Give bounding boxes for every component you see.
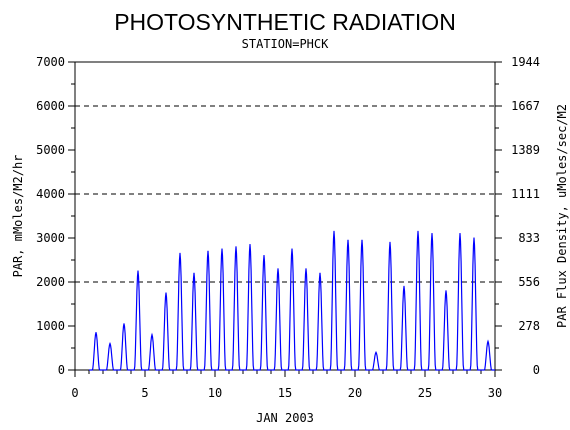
data-point — [179, 252, 181, 254]
data-point — [221, 248, 223, 250]
x-tick-label: 20 — [348, 386, 362, 400]
data-point — [95, 332, 97, 334]
data-point — [473, 237, 475, 239]
data-point — [165, 292, 167, 294]
chart-title: PHOTOSYNTHETIC RADIATION — [114, 9, 456, 35]
data-point — [151, 334, 153, 336]
data-point — [207, 250, 209, 252]
data-point — [347, 239, 349, 241]
data-point — [291, 248, 293, 250]
data-point — [137, 270, 139, 272]
data-point — [389, 241, 391, 243]
y-tick-label: 1000 — [36, 319, 65, 333]
y-axis-ticks: 0 1000 2000 3000 4000 5000 6000 7000 — [36, 55, 75, 377]
y2-tick-label: 0 — [533, 363, 540, 377]
y-tick-label: 3000 — [36, 231, 65, 245]
y2-tick-label: 1667 — [511, 99, 540, 113]
y-tick-label: 6000 — [36, 99, 65, 113]
data-point — [375, 351, 377, 353]
x-axis-ticks: 0 5 10 15 20 25 30 — [71, 370, 502, 400]
y2-tick-label: 1111 — [511, 187, 540, 201]
x-tick-label: 10 — [208, 386, 222, 400]
data-point — [277, 268, 279, 270]
data-point — [249, 244, 251, 246]
x-tick-label: 5 — [141, 386, 148, 400]
data-point — [263, 255, 265, 257]
chart-subtitle: STATION=PHCK — [242, 37, 329, 51]
data-point — [305, 268, 307, 270]
y-tick-label: 4000 — [36, 187, 65, 201]
x-axis-label: JAN 2003 — [256, 411, 314, 425]
y-tick-label: 7000 — [36, 55, 65, 69]
data-point — [403, 285, 405, 287]
y-axis-label: PAR, mMoles/M2/hr — [11, 155, 25, 278]
x-tick-label: 25 — [418, 386, 432, 400]
series-group — [89, 230, 495, 371]
y-tick-label: 2000 — [36, 275, 65, 289]
series-line — [89, 231, 495, 371]
y2-tick-label: 833 — [518, 231, 540, 245]
x-tick-label: 15 — [278, 386, 292, 400]
y-tick-label: 0 — [58, 363, 65, 377]
data-point — [235, 246, 237, 248]
data-point — [487, 340, 489, 342]
x-tick-label: 30 — [488, 386, 502, 400]
data-point — [361, 239, 363, 241]
y2-axis-label: PAR Flux Density, uMoles/sec/M2 — [555, 104, 569, 328]
data-point — [431, 233, 433, 235]
y2-axis-ticks: 0 278 556 833 1111 1389 1667 1944 — [495, 55, 540, 377]
y2-tick-label: 1389 — [511, 143, 540, 157]
plot-frame — [74, 61, 496, 371]
data-point — [459, 233, 461, 235]
y2-tick-label: 1944 — [511, 55, 540, 69]
gridlines — [75, 105, 495, 283]
data-point — [333, 230, 335, 232]
data-point — [417, 230, 419, 232]
x-tick-label: 0 — [71, 386, 78, 400]
y2-tick-label: 278 — [518, 319, 540, 333]
data-point — [109, 343, 111, 345]
data-point — [193, 272, 195, 274]
data-point — [445, 290, 447, 292]
data-point — [319, 272, 321, 274]
y-tick-label: 5000 — [36, 143, 65, 157]
y2-tick-label: 556 — [518, 275, 540, 289]
data-point — [123, 323, 125, 325]
